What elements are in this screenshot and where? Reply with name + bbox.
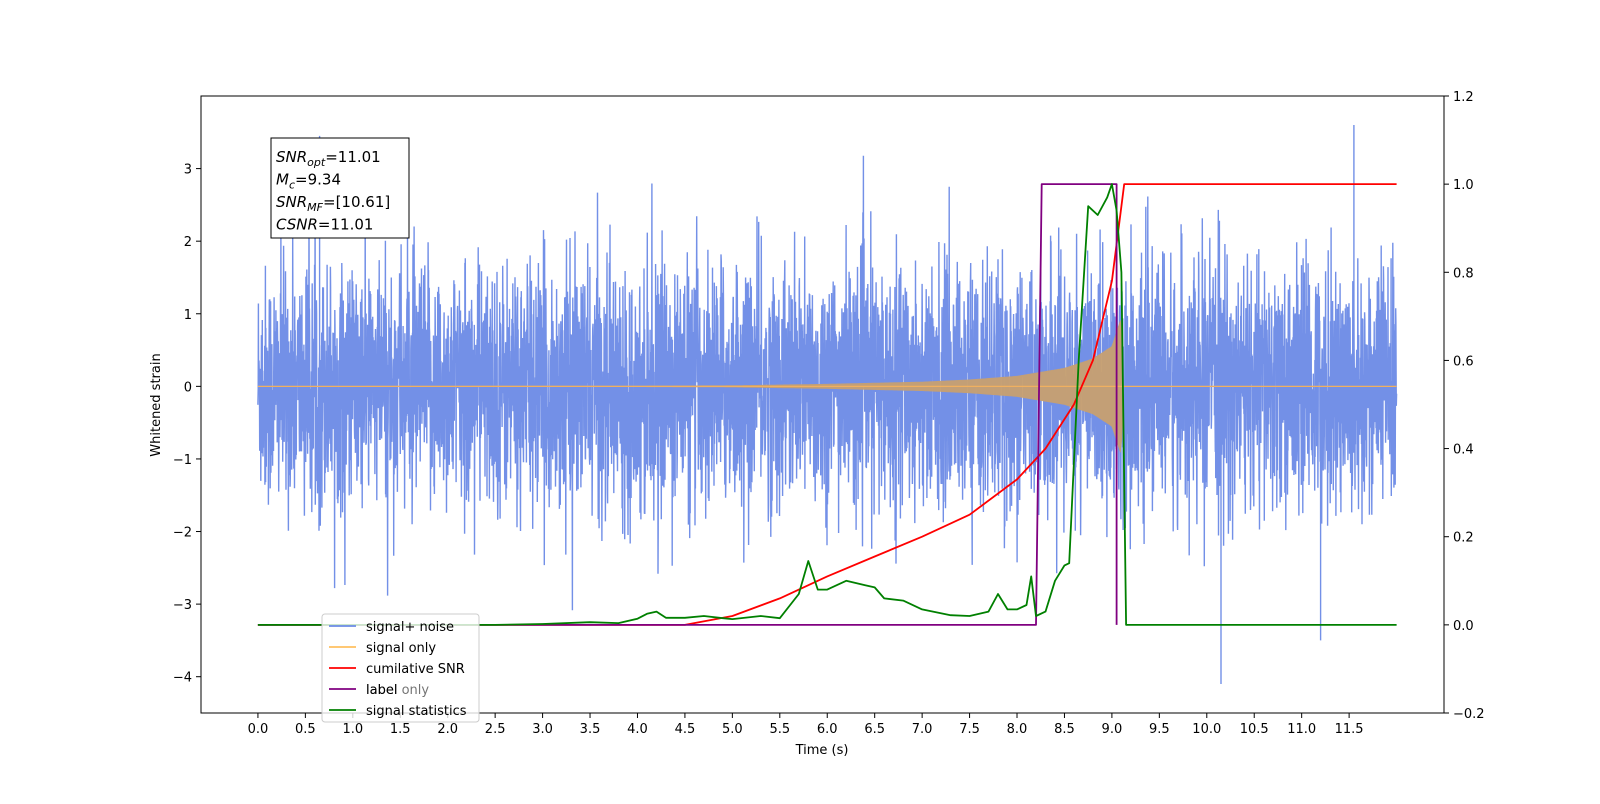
- x-tick-label: 4.0: [627, 722, 648, 737]
- x-tick-label: 5.0: [722, 722, 743, 737]
- y-right-tick-label: 0.6: [1453, 354, 1474, 369]
- y-right-tick-label: 0.2: [1453, 531, 1474, 546]
- x-tick-label: 5.5: [769, 722, 790, 737]
- y-right-tick-label: 0.8: [1453, 266, 1474, 281]
- y-left-tick-label: −4: [173, 671, 192, 686]
- x-tick-label: 1.5: [390, 722, 411, 737]
- y-right-tick-label: 0.0: [1453, 619, 1474, 634]
- y-right-tick-label: −0.2: [1453, 707, 1485, 722]
- y-right-tick-label: 1.0: [1453, 178, 1474, 193]
- annotation-line: SNRMF=[10.61]: [276, 193, 390, 214]
- axes-layer: 0.0 0.5 1.0 1.5 2.0 2.5 3.0 3.5 4.0 4.5 5.0 5.5 6.0 6…: [173, 90, 1485, 737]
- x-tick-label: 6.5: [864, 722, 885, 737]
- x-tick-label: 9.5: [1149, 722, 1170, 737]
- legend-entry: label: [366, 683, 397, 698]
- x-tick-label: 0.5: [295, 722, 316, 737]
- y-axis-label: Whitened strain: [149, 353, 164, 456]
- annotation-line: Mc=9.34: [276, 171, 341, 192]
- x-tick-label: 9.0: [1102, 722, 1123, 737]
- legend-entry: signal+ noise: [366, 620, 454, 635]
- x-tick-label: 0.0: [248, 722, 269, 737]
- cumilative-snr-line: [257, 183, 1397, 626]
- x-tick-label: 10.5: [1240, 722, 1269, 737]
- noise-layer: [257, 125, 1398, 684]
- annotation-frame: [270, 137, 410, 239]
- y-right-tick-label: 0.4: [1453, 443, 1474, 458]
- x-axis-label: Time (s): [795, 743, 849, 758]
- x-tick-label: 7.5: [959, 722, 980, 737]
- x-tick-label: 4.5: [675, 722, 696, 737]
- annotation-line: CSNR=11.01: [276, 216, 373, 234]
- legend: signal+ noise signal only cumilative SNR la…: [321, 613, 480, 723]
- legend-hidden-entry: label only: [366, 683, 429, 698]
- x-tick-label: 7.0: [912, 722, 933, 737]
- x-tick-label: 6.0: [817, 722, 838, 737]
- y-left-tick-label: −3: [173, 598, 192, 613]
- x-tick-label: 2.5: [485, 722, 506, 737]
- legend-entry: cumilative SNR: [366, 662, 465, 677]
- x-tick-label: 11.5: [1335, 722, 1364, 737]
- signal-plus-noise-line: [257, 125, 1398, 684]
- x-tick-label: 10.0: [1192, 722, 1221, 737]
- lines-layer: [257, 183, 1397, 626]
- annotation-line: SNRopt=11.01: [276, 148, 381, 169]
- x-tick-label: 3.0: [532, 722, 553, 737]
- y-left-tick-label: 0: [184, 380, 192, 395]
- y-right-tick-label: 1.2: [1453, 90, 1474, 105]
- legend-entry: signal statistics: [366, 704, 467, 719]
- legend-entry: signal only: [366, 641, 436, 656]
- label-line: [257, 183, 1118, 626]
- y-left-tick-label: 3: [184, 163, 192, 178]
- x-tick-label: 1.0: [342, 722, 363, 737]
- y-left-tick-label: −1: [173, 453, 192, 468]
- x-tick-label: 3.5: [580, 722, 601, 737]
- legend-frame: [321, 613, 480, 723]
- x-tick-label: 8.0: [1007, 722, 1028, 737]
- plot-frame: [200, 95, 1445, 714]
- x-tick-label: 11.0: [1287, 722, 1316, 737]
- x-tick-label: 8.5: [1054, 722, 1075, 737]
- signal-statistics-line: [257, 183, 1397, 626]
- y-left-tick-label: 1: [184, 308, 192, 323]
- x-tick-label: 2.0: [437, 722, 458, 737]
- y-left-tick-label: −2: [173, 526, 192, 541]
- y-left-tick-label: 2: [184, 235, 192, 250]
